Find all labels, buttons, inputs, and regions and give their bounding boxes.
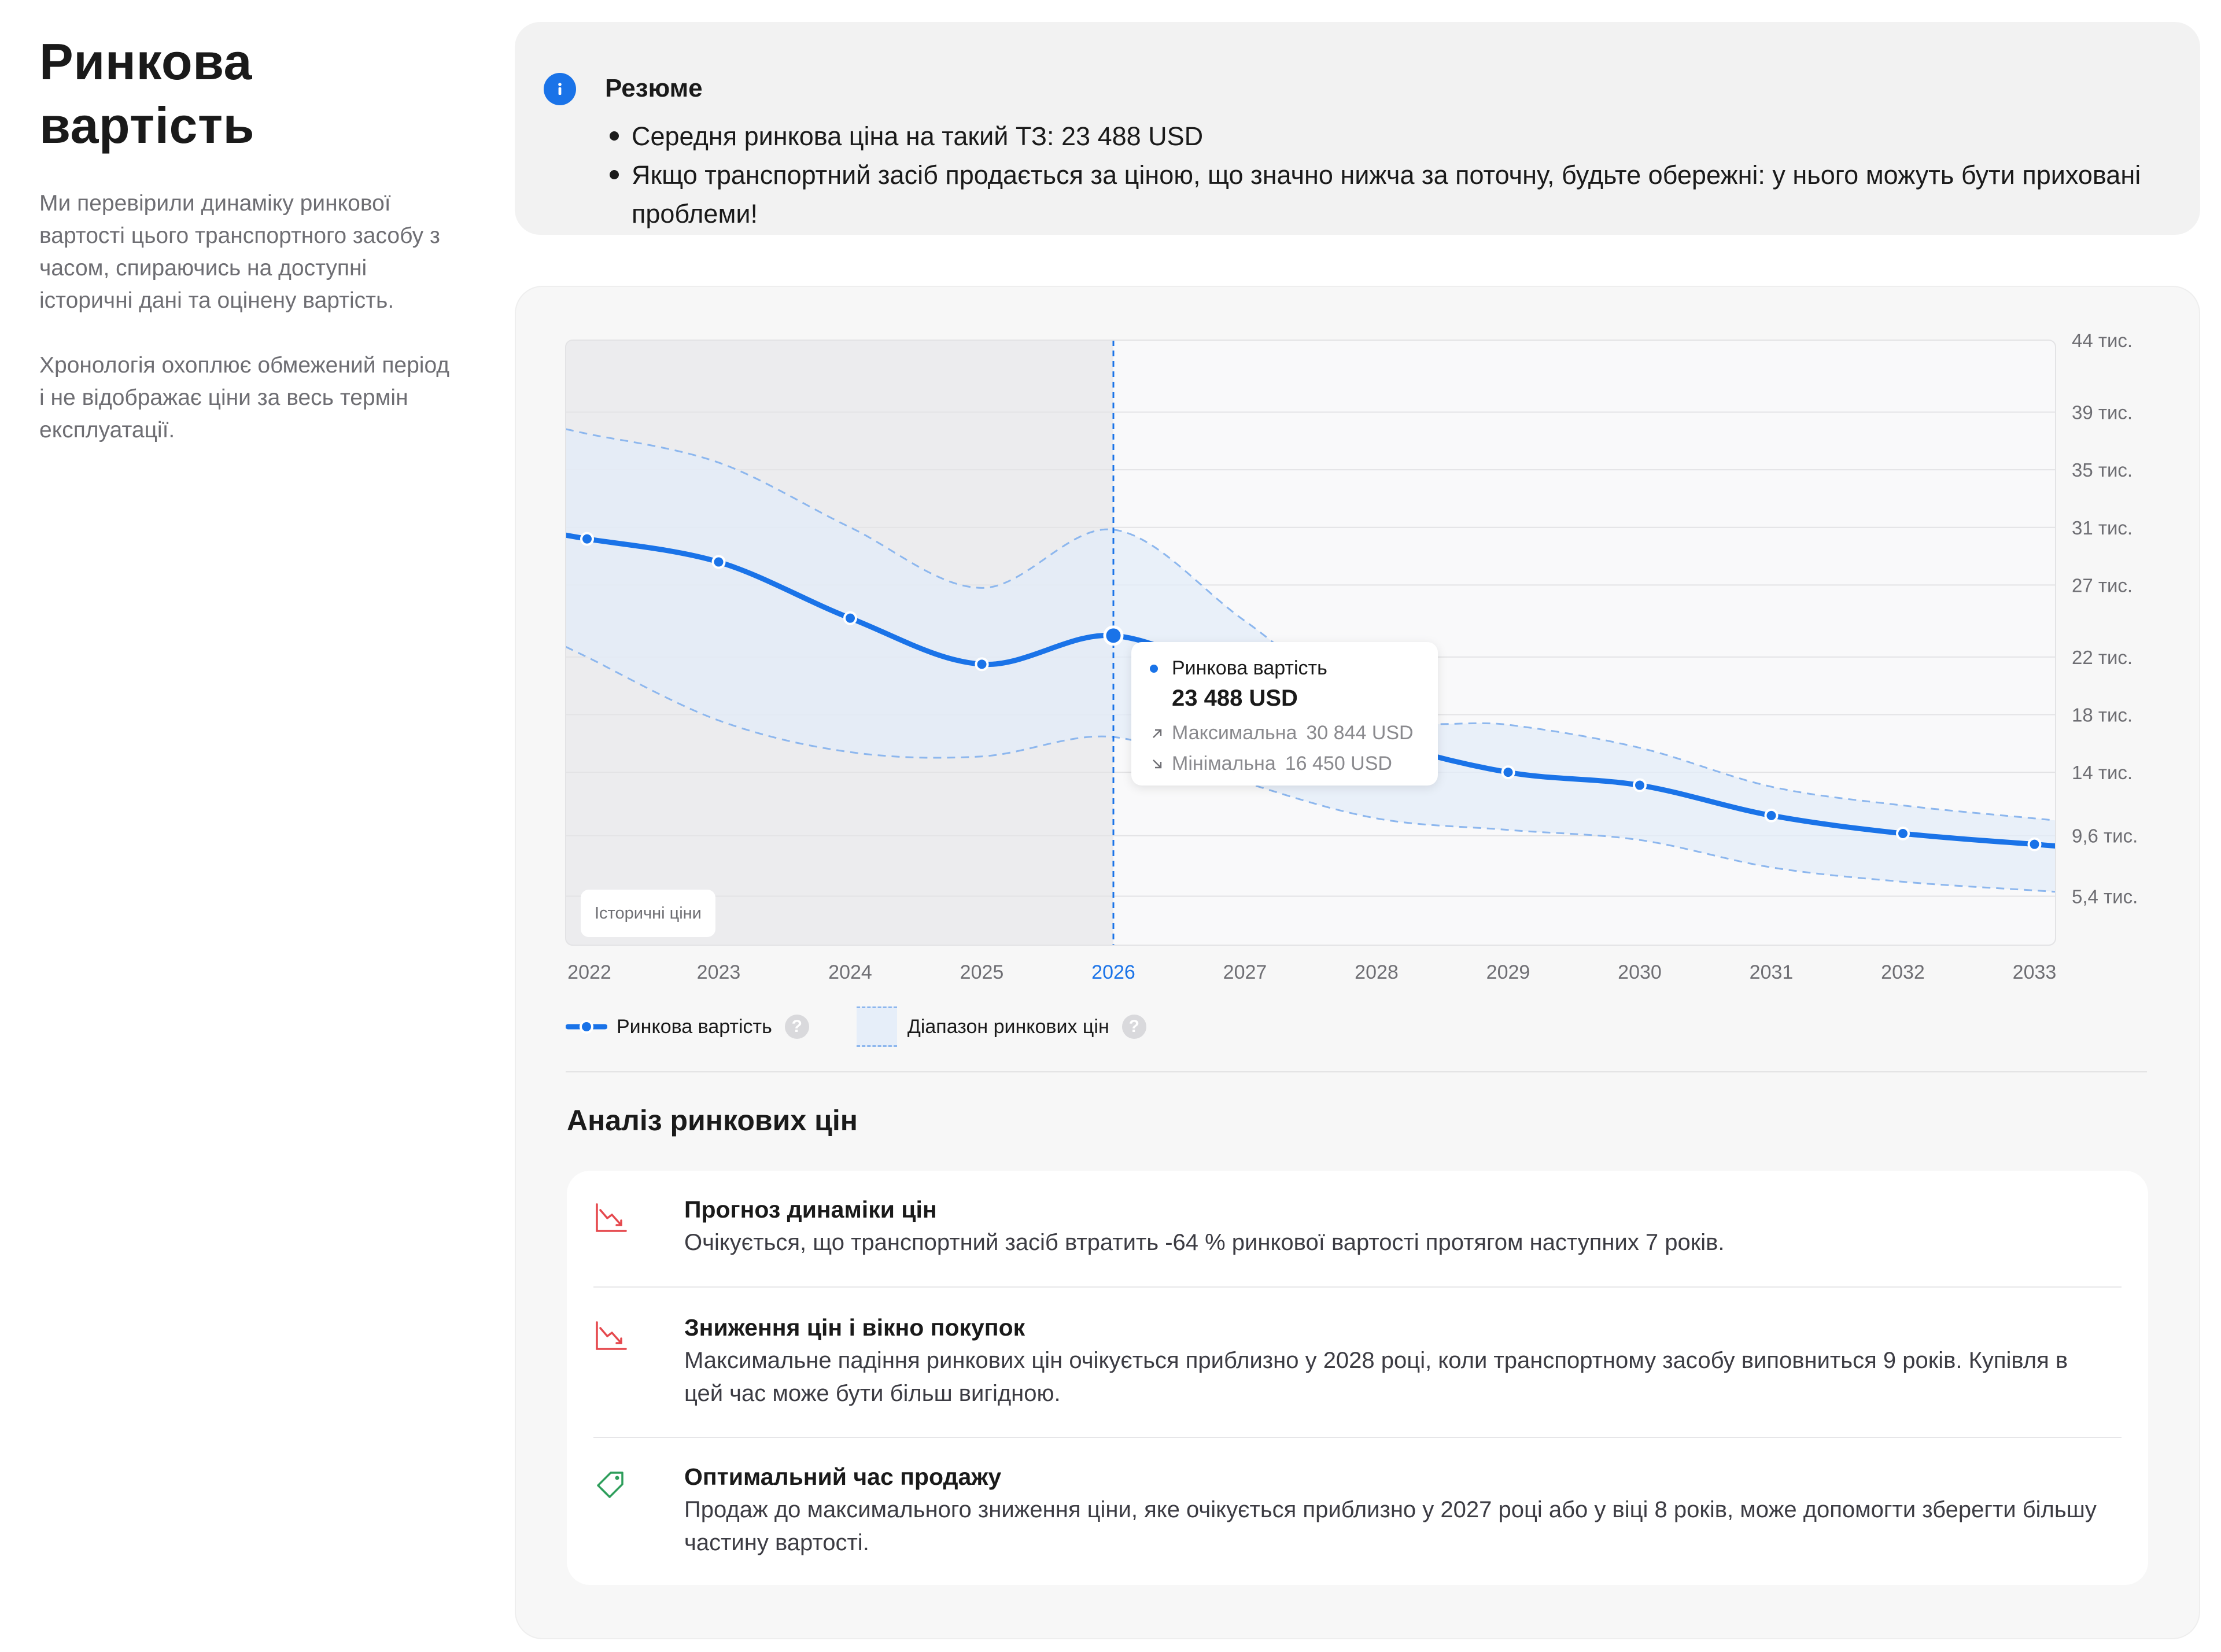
help-icon[interactable]: ? [784,1015,809,1039]
data-point[interactable] [1764,808,1779,823]
x-tick-label: 2023 [697,961,741,983]
tooltip-min-value: 16 450 USD [1285,753,1392,775]
analysis-separator [593,1286,2122,1288]
analysis-panel: Прогноз динаміки цін Очікується, що тран… [567,1171,2148,1585]
price-tag-icon [597,1472,623,1498]
data-point[interactable] [1896,826,1910,840]
analysis-item-text: Продаж до максимального зниження ціни, я… [684,1497,2097,1555]
y-tick-label: 39 тис. [2072,402,2133,423]
page-title: Ринкова вартість [39,33,255,154]
x-tick-label: 2028 [1355,961,1399,983]
y-axis-ticks: 44 тис. 39 тис. 35 тис. 31 тис. 27 тис. 22 ти… [2072,330,2138,907]
analysis-title: Аналіз ринкових цін [567,1104,858,1137]
trend-down-icon [596,1321,627,1350]
data-point[interactable] [1633,778,1647,792]
historic-prices-badge: Історичні ціни [581,890,715,937]
price-range-area [566,429,2056,892]
data-point[interactable] [975,657,989,672]
analysis-item-price-forecast: Прогноз динаміки цін Очікується, що тран… [593,1196,2122,1289]
data-point[interactable] [2027,837,2042,851]
market-value-line-swatch [566,1020,607,1034]
data-point[interactable] [580,532,594,546]
price-range-swatch [856,1006,897,1047]
info-icon [544,73,576,105]
analysis-item-buy-window: Зниження цін і вікно покупок Максимальне… [593,1314,2122,1441]
y-tick-label: 27 тис. [2072,574,2133,596]
intro-paragraph-1: Ми перевірили динаміку ринкової вартості… [39,191,440,313]
tooltip-label: Ринкова вартість [1172,657,1327,679]
x-tick-label: 2029 [1486,961,1530,983]
intro-section: Ринкова вартість Ми перевірили динаміку … [39,30,456,447]
y-tick-label: 14 тис. [2072,762,2133,783]
summary-item: Середня ринкова ціна на такий ТЗ: 23 488… [605,117,2167,156]
tooltip-value: 23 488 USD [1172,685,1298,711]
y-tick-label: 18 тис. [2072,705,2133,726]
y-tick-label: 9,6 тис. [2072,825,2138,847]
selected-data-point[interactable] [1103,625,1124,646]
x-tick-label: 2026 [1091,961,1135,983]
series-dot-icon [1150,664,1158,673]
legend-market-value-label: Ринкова вартість [617,1015,772,1038]
legend-market-value: Ринкова вартість ? [566,1015,809,1039]
x-tick-label: 2022 [567,961,611,983]
analysis-item-title: Прогноз динаміки цін [684,1196,937,1223]
y-tick-label: 31 тис. [2072,517,2133,539]
plot-border [565,340,2056,946]
summary-list: Середня ринкова ціна на такий ТЗ: 23 488… [605,117,2167,233]
help-icon[interactable]: ? [1121,1015,1146,1039]
tooltip-min-label: Мінімальна [1172,753,1276,775]
x-tick-label: 2031 [1750,961,1794,983]
legend-price-range-label: Діапазон ринкових цін [907,1015,1109,1038]
divider [566,1071,2147,1072]
x-tick-label: 2027 [1223,961,1267,983]
analysis-item-title: Оптимальний час продажу [684,1463,1002,1490]
x-tick-label: 2032 [1881,961,1925,983]
price-range-upper-line [566,428,2056,822]
tooltip-max-value: 30 844 USD [1306,722,1414,744]
y-tick-label: 35 тис. [2072,459,2133,481]
y-tick-label: 44 тис. [2072,330,2133,351]
data-point[interactable] [711,555,726,569]
analysis-item-title: Зниження цін і вікно покупок [684,1314,1025,1341]
trend-down-icon [596,1203,627,1232]
x-tick-label: 2030 [1618,961,1662,983]
intro-paragraph-2: Хронологія охоплює обмежений період і не… [39,353,450,443]
chart-tooltip: Ринкова вартість 23 488 USD Максимальна … [1131,642,1438,786]
analysis-separator [593,1437,2122,1438]
x-tick-label: 2025 [960,961,1004,983]
y-tick-label: 5,4 тис. [2072,886,2138,907]
arrow-down-right-icon [1153,759,1162,768]
tooltip-max-label: Максимальна [1172,722,1297,744]
analysis-item-text: Очікується, що транспортний засіб втрати… [684,1230,1725,1255]
summary-item: Якщо транспортний засіб продається за ці… [605,156,2167,233]
chart-legend: Ринкова вартість ? Діапазон ринкових цін… [566,1006,1194,1047]
summary-panel: Резюме Середня ринкова ціна на такий ТЗ:… [515,22,2200,235]
x-tick-label: 2024 [828,961,872,983]
data-point[interactable] [843,611,857,625]
y-tick-label: 22 тис. [2072,647,2133,668]
summary-title: Резюме [605,74,703,102]
arrow-up-right-icon [1153,729,1162,738]
analysis-item-sell-time: Оптимальний час продажу Продаж до максим… [593,1463,2122,1568]
legend-price-range: Діапазон ринкових цін ? [856,1006,1146,1047]
x-tick-label: 2033 [2013,961,2057,983]
analysis-item-text: Максимальне падіння ринкових цін очікуєт… [684,1348,2068,1406]
data-point[interactable] [1501,765,1515,780]
x-axis-ticks: 2022 2023 2024 2025 2026 2027 2028 2029 2030 2031… [567,961,2056,983]
price-range-lower-line [566,646,2056,893]
